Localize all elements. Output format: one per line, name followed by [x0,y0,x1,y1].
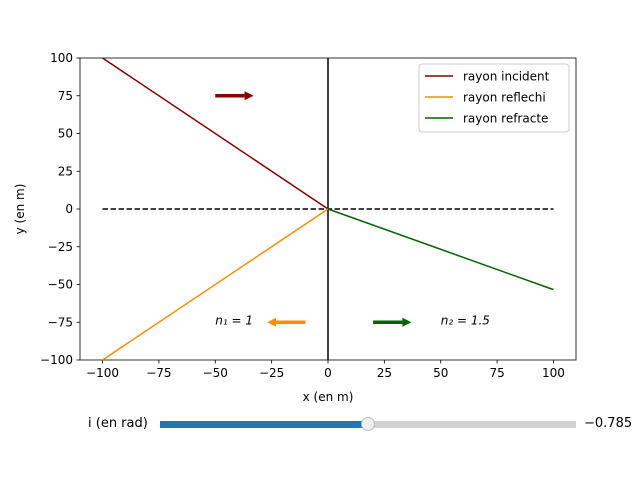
x-tick-label: 50 [433,366,448,380]
slider-fill [160,421,369,428]
legend-label: rayon refracte [463,112,548,126]
x-tick-label: 25 [377,366,392,380]
x-tick-label: −75 [146,366,171,380]
x-axis-label: x (en m) [303,390,354,404]
series-rayon-incident [102,57,329,210]
plot-axes: −100 −75 −50 −25 0 25 50 75 100 −100 −75 −50 −25 0 25 5… [13,51,577,404]
y-tick-label: 25 [58,164,73,178]
x-tick-label: 0 [324,366,332,380]
arrow-2-head [267,317,277,327]
legend-label: rayon incident [463,70,550,84]
slider-value: −0.785 [584,416,633,431]
x-tick-label: −50 [203,366,228,380]
y-tick-label: 75 [58,89,73,103]
series-rayon-refracte [327,208,554,291]
x-tick-label: 75 [489,366,504,380]
y-tick-label: 100 [50,51,73,65]
y-tick-label: −50 [48,278,73,292]
y-tick-label: −75 [48,315,73,329]
y-tick-label: 50 [58,127,73,141]
x-tick-label: −100 [86,366,119,380]
legend: rayon incident rayon reflechi rayon refrac… [418,63,570,133]
y-tick-label: −100 [40,353,73,367]
legend-box [418,63,570,133]
arrow-layer [215,91,412,327]
legend-label: rayon reflechi [463,91,546,105]
arrow-3-head [402,317,412,327]
annotation-layer: n₁ = 1 n₂ = 1.5 [215,314,490,328]
x-tick-label: −25 [259,366,284,380]
series-layer [102,57,554,361]
x-tick-label: 100 [542,366,565,380]
annotation-1: n₁ = 1 [215,314,253,328]
y-axis-label: y (en m) [13,184,27,235]
annotation-2: n₂ = 1.5 [441,314,490,328]
y-tick-label: −25 [48,240,73,254]
series-rayon-reflechi [102,208,329,361]
y-tick-label: 0 [65,202,73,216]
slider-handle[interactable] [361,417,376,431]
arrow-1-head [244,91,254,101]
slider-label: i (en rad) [88,416,148,431]
